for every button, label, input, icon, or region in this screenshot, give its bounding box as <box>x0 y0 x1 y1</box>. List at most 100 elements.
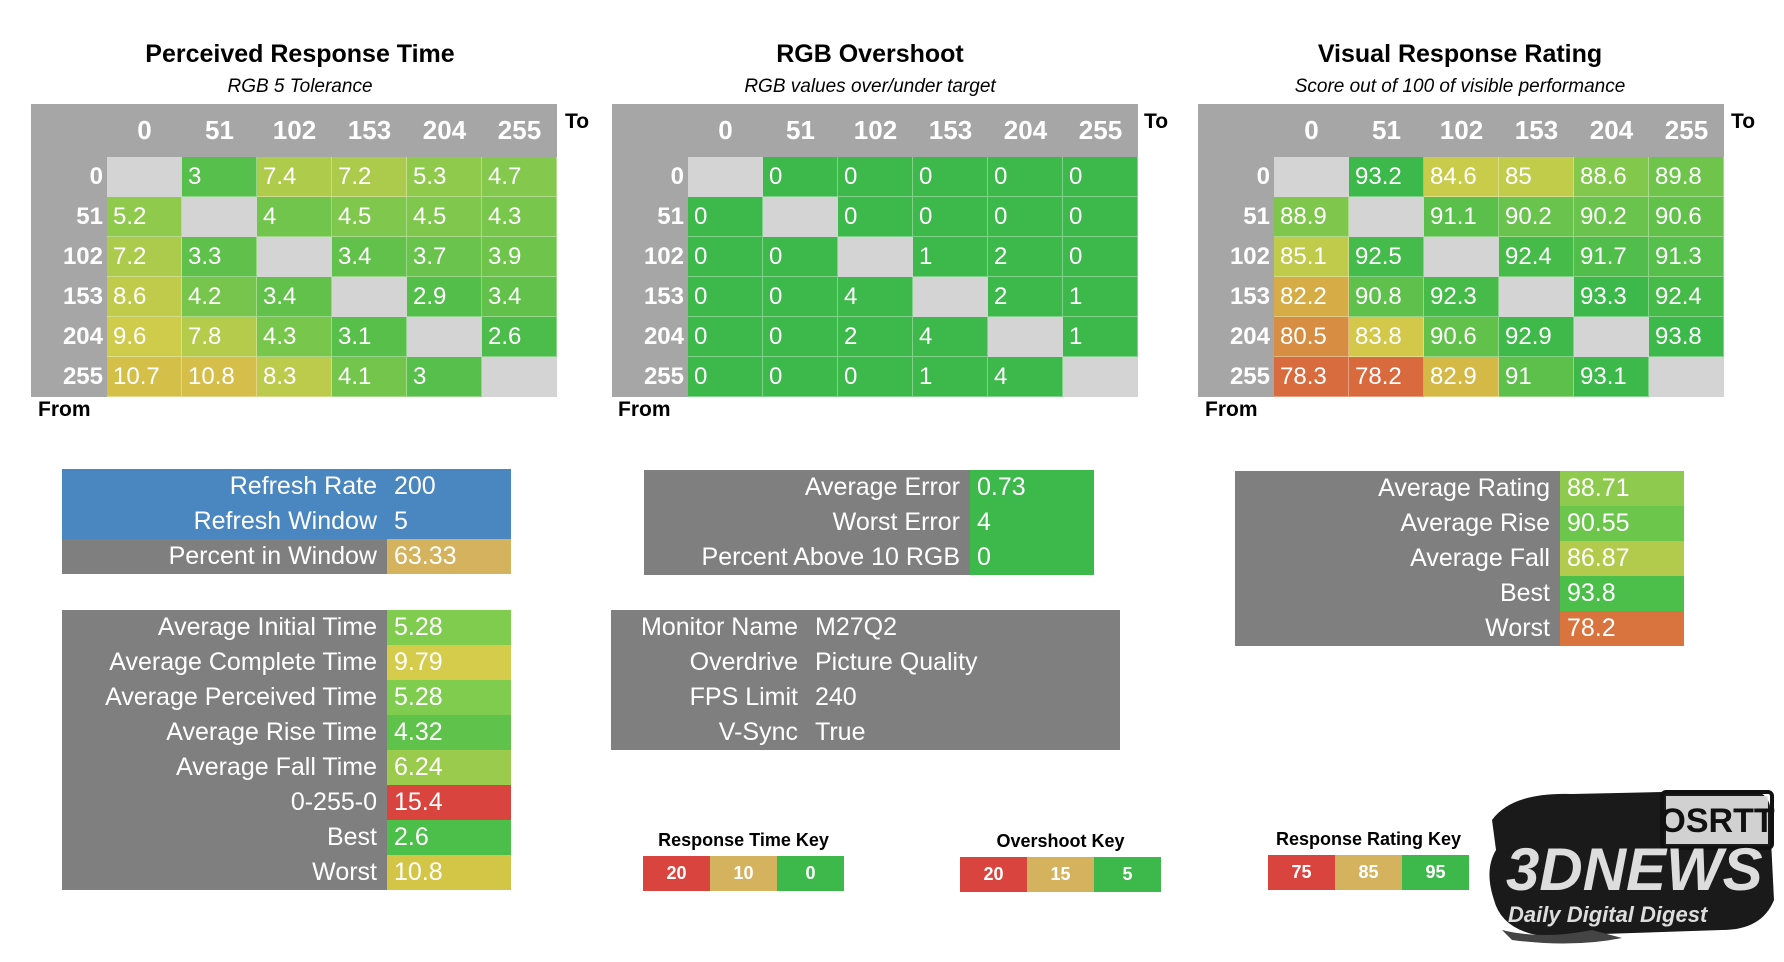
heatmap-cell: 85.1 <box>1274 237 1349 277</box>
stat-label: Average Rise Time <box>62 715 387 750</box>
heatmap-cell: 10.7 <box>107 357 182 397</box>
stat-label: Worst <box>1235 611 1560 646</box>
heatmap-cell: 0 <box>838 197 913 237</box>
stat-label: Worst Error <box>644 505 970 540</box>
rating-stats-panel: Average Rating 88.71 Average Rise 90.55 Aver… <box>1235 471 1684 646</box>
to-tick-label: 255 <box>1649 104 1724 157</box>
heatmap-cell: 2.9 <box>407 277 482 317</box>
stat-label: Refresh Rate <box>62 469 387 504</box>
logo-brand-text: 3DNEWS <box>1506 836 1763 903</box>
from-tick-label: 51 <box>1198 197 1274 237</box>
stat-value: 15.4 <box>387 785 511 820</box>
heatmap-corner <box>1198 104 1274 157</box>
heatmap-cell-empty <box>1349 197 1424 237</box>
from-tick-label: 153 <box>612 277 688 317</box>
chart-vr-title: Visual Response Rating <box>1317 40 1603 68</box>
stat-value: 86.87 <box>1560 541 1684 576</box>
heatmap-cell: 92.5 <box>1349 237 1424 277</box>
stat-label: Monitor Name <box>611 610 808 645</box>
stat-value: 240 <box>808 680 1120 715</box>
heatmap-cell: 85 <box>1499 157 1574 197</box>
heatmap-cell: 3.9 <box>482 237 557 277</box>
heatmap-cell: 88.9 <box>1274 197 1349 237</box>
heatmap-cell: 0 <box>838 157 913 197</box>
stat-label: Percent Above 10 RGB <box>644 540 970 575</box>
logo-badge-text: OSRTT <box>1659 802 1774 840</box>
heatmap-cell: 5.3 <box>407 157 482 197</box>
heatmap-cell-empty <box>482 357 557 397</box>
from-tick-label: 204 <box>31 317 107 357</box>
heatmap-cell: 90.6 <box>1649 197 1724 237</box>
site-logo: OSRTT 3DNEWS Daily Digital Digest <box>1482 780 1778 948</box>
stat-label: V-Sync <box>611 715 808 750</box>
stat-row: Percent in Window 63.33 <box>62 539 511 574</box>
heatmap-overshoot: 0 51 102 153 204 255 0 0 0 0 0 0 51 0 0 0 0 0 102 0 0 1 2 0 153 0… <box>612 104 1138 397</box>
heatmap-cell: 0 <box>1063 197 1138 237</box>
heatmap-cell: 9.6 <box>107 317 182 357</box>
heatmap-cell: 91.1 <box>1424 197 1499 237</box>
to-tick-label: 204 <box>407 104 482 157</box>
heatmap-cell: 4.5 <box>407 197 482 237</box>
stat-row: Best 2.6 <box>62 820 511 855</box>
key-swatch: 5 <box>1094 857 1161 892</box>
to-tick-label: 153 <box>1499 104 1574 157</box>
key-swatch: 75 <box>1268 855 1335 890</box>
to-tick-label: 255 <box>1063 104 1138 157</box>
key-swatch: 0 <box>777 856 844 891</box>
heatmap-cell: 88.6 <box>1574 157 1649 197</box>
from-tick-label: 0 <box>31 157 107 197</box>
heatmap-cell: 3.4 <box>332 237 407 277</box>
stat-value: 0.73 <box>970 470 1094 505</box>
heatmap-cell: 4 <box>913 317 988 357</box>
overshoot-key-title: Overshoot Key <box>996 831 1125 851</box>
refresh-panel: Refresh Rate 200 Refresh Window 5 Percent in… <box>62 469 511 574</box>
heatmap-cell: 3.1 <box>332 317 407 357</box>
chart-rt-subtitle: RGB 5 Tolerance <box>227 76 373 97</box>
overshoot-key: 20 15 5 <box>960 857 1161 892</box>
stat-value: 5.28 <box>387 680 511 715</box>
heatmap-cell: 4.3 <box>257 317 332 357</box>
stat-row: Refresh Window 5 <box>62 504 511 539</box>
heatmap-cell-empty <box>1424 237 1499 277</box>
response-time-key: 20 10 0 <box>643 856 844 891</box>
heatmap-cell: 2 <box>838 317 913 357</box>
key-swatch: 10 <box>710 856 777 891</box>
from-label-os: From <box>618 398 671 421</box>
heatmap-cell: 92.4 <box>1649 277 1724 317</box>
from-tick-label: 153 <box>1198 277 1274 317</box>
logo-tagline-text: Daily Digital Digest <box>1508 902 1709 927</box>
stat-row: Average Perceived Time 5.28 <box>62 680 511 715</box>
stat-value: 6.24 <box>387 750 511 785</box>
from-tick-label: 51 <box>31 197 107 237</box>
heatmap-cell: 90.8 <box>1349 277 1424 317</box>
chart-rt-title: Perceived Response Time <box>145 40 455 68</box>
stat-row: Average Error 0.73 <box>644 470 1094 505</box>
heatmap-cell: 82.9 <box>1424 357 1499 397</box>
to-tick-label: 0 <box>688 104 763 157</box>
stat-label: Worst <box>62 855 387 890</box>
stat-value: 9.79 <box>387 645 511 680</box>
stat-value: 93.8 <box>1560 576 1684 611</box>
heatmap-cell-empty <box>1574 317 1649 357</box>
heatmap-cell: 78.3 <box>1274 357 1349 397</box>
from-tick-label: 255 <box>1198 357 1274 397</box>
stat-label: FPS Limit <box>611 680 808 715</box>
from-tick-label: 255 <box>31 357 107 397</box>
stat-label: Average Error <box>644 470 970 505</box>
heatmap-cell-empty <box>763 197 838 237</box>
heatmap-cell-empty <box>688 157 763 197</box>
heatmap-cell: 0 <box>988 157 1063 197</box>
key-swatch: 95 <box>1402 855 1469 890</box>
to-tick-label: 204 <box>1574 104 1649 157</box>
heatmap-cell: 8.3 <box>257 357 332 397</box>
heatmap-cell: 1 <box>1063 317 1138 357</box>
heatmap-cell-empty <box>838 237 913 277</box>
heatmap-cell: 93.3 <box>1574 277 1649 317</box>
response-time-key-title: Response Time Key <box>658 830 829 850</box>
heatmap-response-time: 0 51 102 153 204 255 0 3 7.4 7.2 5.3 4.7 51 5.2 4 4.5 4.… <box>31 104 557 397</box>
heatmap-cell: 82.2 <box>1274 277 1349 317</box>
to-tick-label: 51 <box>763 104 838 157</box>
heatmap-cell: 10.8 <box>182 357 257 397</box>
stat-row: Average Rating 88.71 <box>1235 471 1684 506</box>
to-tick-label: 153 <box>332 104 407 157</box>
